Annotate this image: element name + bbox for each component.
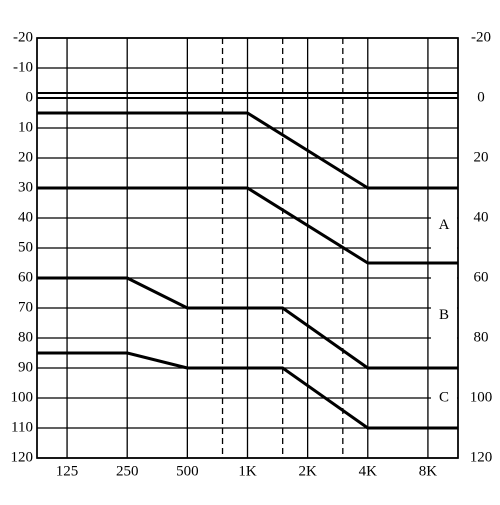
annotation-backing [431,190,457,261]
x-tick-label: 4K [359,463,378,479]
series-line [37,111,458,190]
y2-tick-label: 20 [474,149,489,165]
y2-tick-label: 60 [474,269,489,285]
series-line [37,186,458,265]
series-line [37,276,458,370]
x-tick-label: 250 [116,463,139,479]
y-tick-label: 70 [18,299,33,315]
series-line [37,351,458,430]
y-tick-label: 50 [18,239,33,255]
y2-tick-label: 40 [474,209,489,225]
y-tick-label: 100 [11,389,34,405]
y-tick-label: 10 [18,119,33,135]
y-tick-label: -10 [13,59,33,75]
y-tick-label: 80 [18,329,33,345]
x-tick-label: 125 [56,463,79,479]
y-tick-label: 30 [18,179,33,195]
y2-tick-label: 80 [474,329,489,345]
y2-tick-label: 0 [477,89,485,105]
annotation: B [439,307,449,323]
y2-tick-label: -20 [471,29,491,45]
y-tick-label: 90 [18,359,33,375]
plot-border [36,37,459,459]
y-tick-label: 60 [18,269,33,285]
y-tick-label: 110 [11,419,33,435]
annotation-backing [431,370,457,426]
y-tick-label: 20 [18,149,33,165]
y-tick-label: -20 [13,29,33,45]
y-tick-label: 0 [26,89,34,105]
annotation: C [439,389,449,405]
y-tick-label: 40 [18,209,33,225]
annotation: A [439,217,450,233]
x-tick-label: 2K [298,463,317,479]
y2-tick-label: 120 [470,449,493,465]
x-tick-label: 8K [419,463,438,479]
y2-tick-label: 100 [470,389,493,405]
y-tick-label: 120 [11,449,34,465]
x-tick-label: 500 [176,463,199,479]
annotation-backing [431,265,457,366]
x-tick-label: 1K [238,463,257,479]
